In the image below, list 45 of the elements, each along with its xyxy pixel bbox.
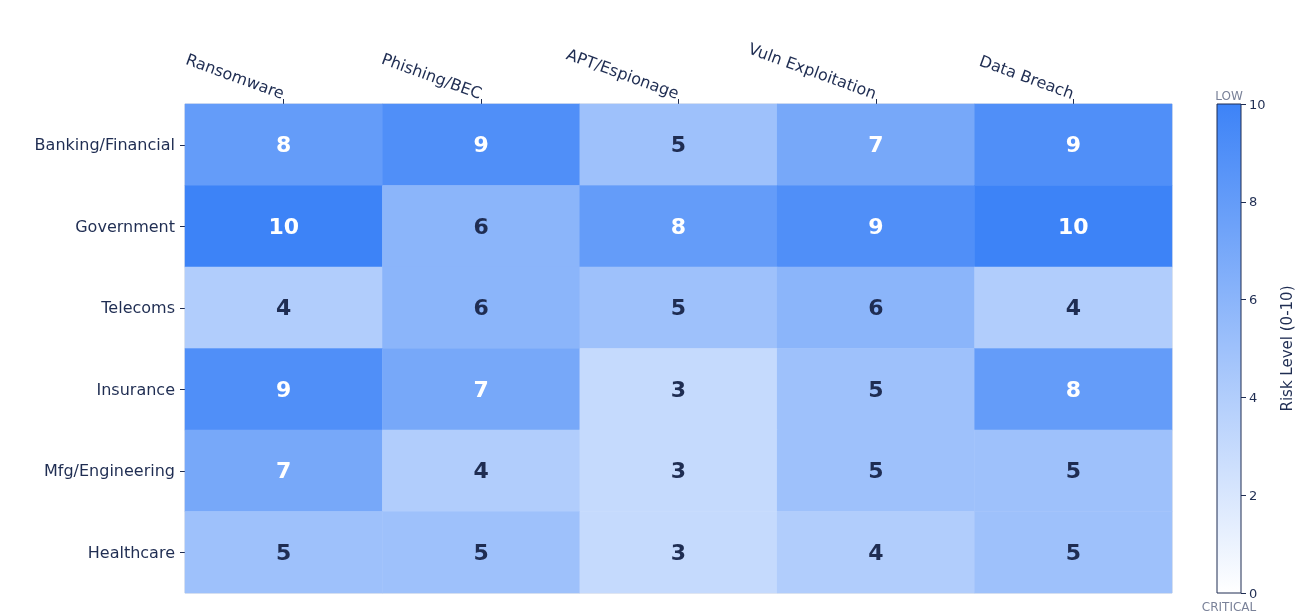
data-label: 6	[473, 295, 489, 321]
data-label: 8	[670, 213, 687, 239]
data-label: 4	[1065, 295, 1081, 321]
data-label: 8	[276, 132, 292, 158]
data-label: 7	[473, 376, 489, 402]
data-label: 4	[868, 539, 884, 565]
color-bar-label: 6	[1249, 292, 1258, 308]
data-label: 5	[473, 539, 489, 565]
y-tick-label: Mfg/Engineering	[44, 461, 175, 481]
data-label: 6	[868, 295, 884, 321]
data-label: 7	[868, 132, 884, 158]
y-tick-label: Telecoms	[100, 298, 175, 318]
data-label: 5	[670, 295, 687, 321]
data-label: 9	[473, 132, 489, 158]
data-label: 7	[276, 458, 292, 484]
data-label: 3	[670, 458, 687, 484]
data-label: 5	[1065, 539, 1081, 565]
data-label: 5	[670, 132, 687, 158]
data-label: 5	[868, 458, 884, 484]
color-bar-label: 10	[1249, 96, 1266, 112]
color-bar-label: 8	[1249, 194, 1258, 210]
data-label: 3	[670, 376, 687, 402]
color-bar-title: Risk Level (0-10)	[1277, 285, 1296, 412]
data-label: 9	[868, 213, 884, 239]
y-tick-label: Government	[75, 216, 175, 236]
y-tick-label: Banking/Financial	[34, 135, 175, 155]
data-label: 4	[276, 295, 292, 321]
y-tick-label: Healthcare	[87, 542, 175, 562]
color-bar-label: 0	[1249, 585, 1258, 601]
data-label: 5	[868, 376, 884, 402]
text: LOW	[1215, 89, 1243, 103]
text: CRITICAL	[1201, 600, 1257, 613]
data-label: 6	[473, 213, 489, 239]
data-label: 3	[670, 539, 687, 565]
color-bar-label: 2	[1249, 487, 1258, 503]
data-label: 9	[1065, 132, 1081, 158]
color-bar-label: 4	[1249, 389, 1258, 405]
data-label: 5	[1065, 458, 1081, 484]
data-label: 5	[276, 539, 292, 565]
y-tick-label: Insurance	[96, 379, 175, 399]
data-label: 10	[268, 213, 300, 239]
data-label: 8	[1065, 376, 1081, 402]
data-label: 9	[276, 376, 292, 402]
data-label: 4	[473, 458, 489, 484]
data-label: 10	[1057, 213, 1089, 239]
